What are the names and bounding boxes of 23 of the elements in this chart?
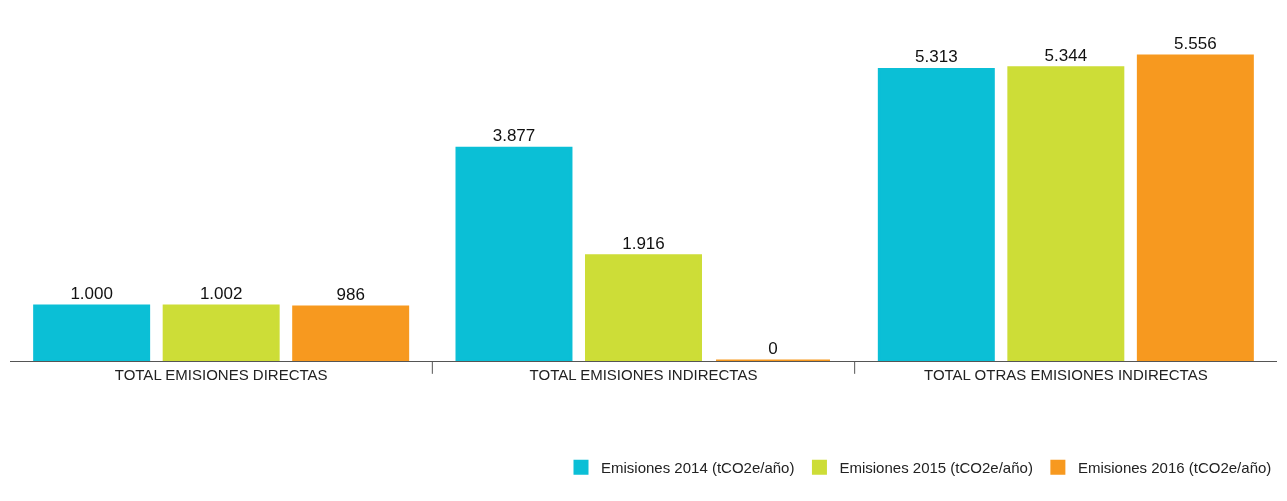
data-label: 986	[336, 284, 365, 304]
bar	[162, 304, 280, 361]
x-tick-label: TOTAL EMISIONES DIRECTAS	[114, 366, 328, 383]
data-label: 3.877	[492, 126, 536, 146]
x-tick-label: TOTAL EMISIONES INDIRECTAS	[529, 366, 758, 383]
bar	[292, 305, 410, 361]
legend-label: Emisiones 2016 (tCO2e/año)	[1077, 458, 1272, 476]
bar	[33, 304, 151, 361]
legend-label: Emisiones 2015 (tCO2e/año)	[839, 458, 1033, 476]
data-label: 1.000	[70, 284, 113, 304]
x-tick-label: TOTAL OTRAS EMISIONES INDIRECTAS	[924, 366, 1208, 383]
data-label: 5.556	[1174, 34, 1217, 54]
data-label: 0	[768, 339, 778, 358]
data-label: 1.002	[199, 284, 243, 303]
bar	[1007, 66, 1125, 361]
legend-label: Emisiones 2014 (tCO2e/año)	[601, 458, 795, 476]
data-label: 5.344	[1044, 45, 1088, 65]
data-label: 1.916	[622, 233, 665, 253]
bar	[1136, 54, 1254, 361]
bar	[877, 67, 995, 361]
bar	[455, 146, 573, 361]
bar	[585, 254, 702, 361]
data-label: 5.313	[915, 47, 958, 67]
